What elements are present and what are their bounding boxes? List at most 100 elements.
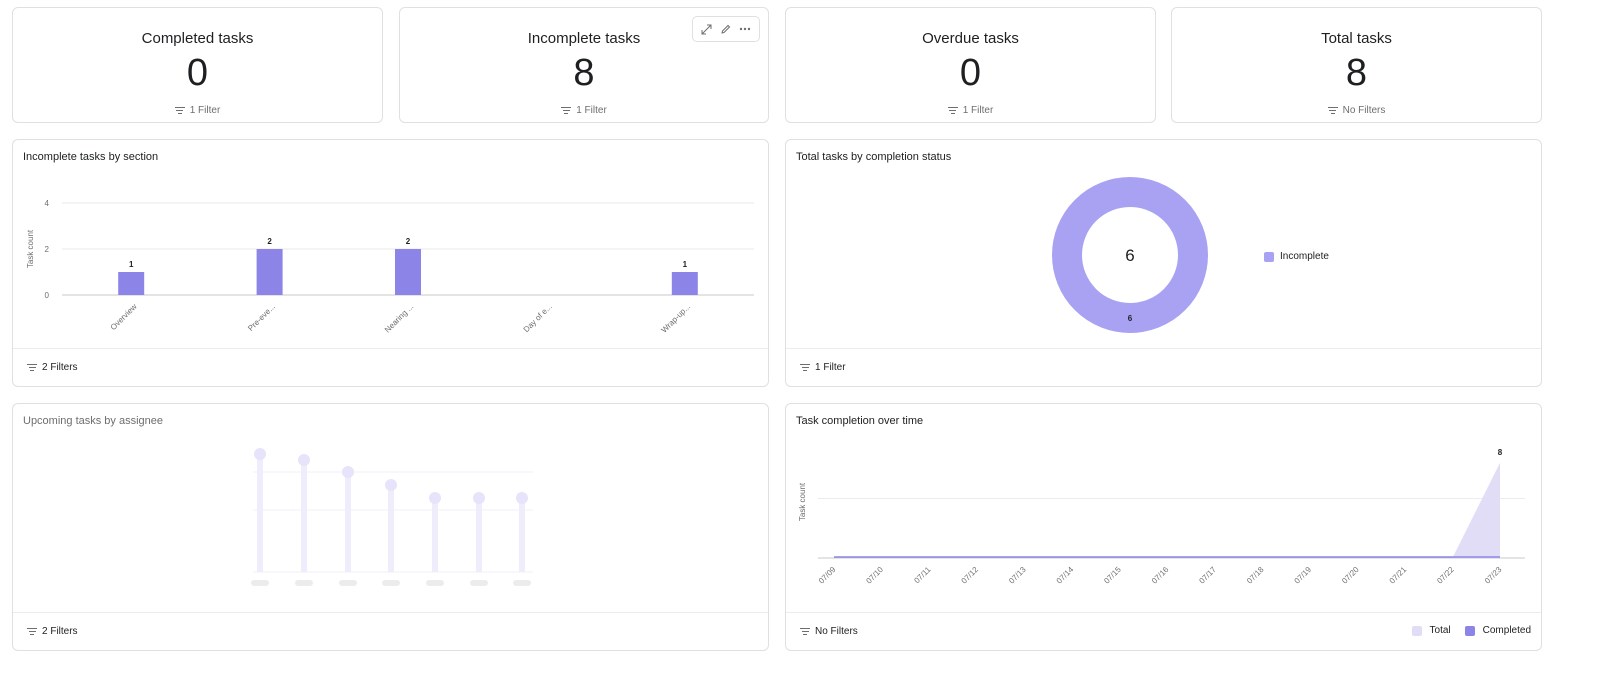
filter-label: 2 Filters [42,362,78,373]
legend-label: Incomplete [1280,251,1329,262]
card-footer[interactable]: 2 Filters [13,348,768,386]
legend-label-completed: Completed [1482,625,1531,636]
x-tick-label: 07/16 [1150,565,1171,586]
chart-title: Task completion over time [796,415,924,427]
filter-label: 1 Filter [962,105,994,116]
x-tick-label: 07/17 [1197,565,1218,586]
placeholder-stem [476,498,482,572]
placeholder-stem [519,498,525,572]
kpi-title: Completed tasks [141,30,254,47]
section-chart-card[interactable]: Incomplete tasks by section 0 2 4 Task coun… [12,139,769,387]
end-value-label: 8 [1498,448,1503,457]
x-tick-label: 07/12 [960,565,981,586]
x-tick-label: 07/20 [1340,565,1361,586]
placeholder-stem [345,472,351,572]
kpi-card-total[interactable]: Total tasks 8 No Filters [1171,7,1542,123]
placeholder-dot [385,479,397,491]
donut-chart: 66 [1052,177,1208,333]
filter-icon [800,364,810,371]
filter-indicator[interactable]: No Filters [1172,105,1541,116]
slice-value-label: 6 [1128,314,1133,323]
placeholder-label [251,580,269,586]
kpi-value: 8 [1345,52,1368,94]
pencil-icon[interactable] [718,21,734,37]
filter-indicator[interactable]: 1 Filter [786,105,1155,116]
legend-swatch [1264,251,1274,262]
bar [118,272,145,295]
placeholder-label [470,580,488,586]
filter-label: 2 Filters [42,626,78,637]
bar-value-label: 1 [129,260,134,269]
loading-placeholder-chart [251,448,533,586]
assignee-chart-card[interactable]: Upcoming tasks by assignee 2 Filters [12,403,769,651]
legend-swatch-completed [1464,625,1475,636]
chart-title: Incomplete tasks by section [23,151,159,163]
filter-indicator[interactable]: 1 Filter [13,105,382,116]
kpi-title: Overdue tasks [922,30,1019,47]
y-tick-label: 0 [45,291,50,300]
placeholder-dot [254,448,266,460]
placeholder-dot [473,492,485,504]
bar-value-label: 2 [267,237,272,246]
chart-legend: Total Completed [1411,625,1531,636]
legend-swatch-total [1411,625,1422,636]
placeholder-stem [432,498,438,572]
placeholder-label [513,580,531,586]
kpi-title: Incomplete tasks [527,30,641,47]
placeholder-dot [298,454,310,466]
placeholder-dot [342,466,354,478]
x-tick-label: 07/11 [912,565,932,585]
donut-center-label: 6 [1125,246,1134,265]
placeholder-label [339,580,357,586]
kpi-card-completed[interactable]: Completed tasks 0 1 Filter [12,7,383,123]
kpi-value: 0 [959,52,982,94]
expand-icon[interactable] [699,21,715,37]
placeholder-label [295,580,313,586]
placeholder-stem [301,460,307,572]
area-total [834,462,1500,558]
filter-label: No Filters [1342,105,1386,116]
chart-legend: Incomplete [1264,251,1329,262]
time-chart-card[interactable]: Task completion over time Task count 8 07/… [785,403,1542,651]
kpi-value: 0 [186,52,209,94]
kpi-card-incomplete[interactable]: Incomplete tasks 8 1 Filter [399,7,769,123]
chart-title: Upcoming tasks by assignee [23,415,164,427]
card-footer[interactable]: 1 Filter [786,348,1541,386]
x-tick-label: 07/14 [1055,565,1076,586]
placeholder-dot [516,492,528,504]
x-tick-label: Pre-eve... [246,302,277,333]
filter-indicator[interactable]: 1 Filter [400,105,768,116]
placeholder-dot [429,492,441,504]
card-toolbar [692,16,760,42]
filter-label: 1 Filter [189,105,221,116]
x-tick-label: 07/19 [1293,565,1314,586]
x-tick-label: 07/10 [864,565,885,586]
kpi-value: 8 [573,52,595,94]
chart-title: Total tasks by completion status [796,151,952,163]
filter-icon [27,628,37,635]
filter-label: 1 Filter [815,362,846,373]
x-tick-label: Day of e... [522,302,554,334]
card-footer[interactable]: No Filters [786,612,1541,650]
x-tick-label: 07/23 [1483,565,1504,586]
filter-icon [174,107,185,114]
bar [256,249,283,295]
bar-value-label: 1 [683,260,688,269]
filter-icon [27,364,37,371]
x-tick-label: 07/09 [817,565,838,586]
card-footer[interactable]: 2 Filters [13,612,768,650]
x-tick-label: 07/13 [1007,565,1028,586]
x-tick-label: Overview [109,302,139,332]
more-icon[interactable] [737,21,753,37]
x-tick-label: Nearing ... [383,302,415,334]
y-axis-label: Task count [798,482,807,521]
bar [671,272,698,295]
y-axis-label: Task count [26,229,35,268]
x-tick-label: 07/22 [1435,565,1456,586]
y-tick-label: 4 [45,199,50,208]
filter-label: No Filters [815,626,858,637]
bar [395,249,421,295]
x-tick-label: Wrap-up... [660,302,693,335]
kpi-card-overdue[interactable]: Overdue tasks 0 1 Filter [785,7,1156,123]
